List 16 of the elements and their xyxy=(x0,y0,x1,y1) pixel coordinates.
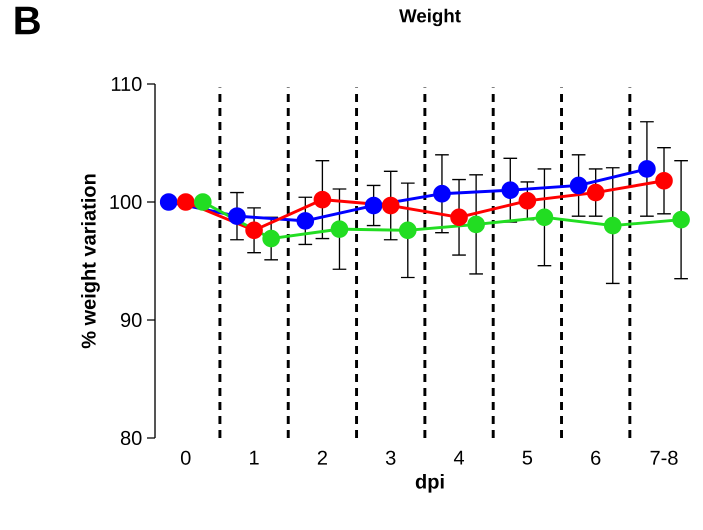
x-tick-label: 0 xyxy=(180,450,191,465)
x-tick-label: 1 xyxy=(250,450,259,464)
x-tick-label: 3 xyxy=(386,450,396,465)
x-tick-label: 2 xyxy=(318,450,327,465)
text: B xyxy=(15,6,40,34)
x-tick-label: 4 xyxy=(454,450,464,464)
x-tick-label: 6 xyxy=(591,450,600,465)
y-axis-title: % weight variation xyxy=(81,174,100,348)
y-tick-label: 80 xyxy=(120,430,142,446)
chart-title: Weight xyxy=(399,8,461,26)
x-tick-label: 5 xyxy=(522,450,532,465)
x-tick-label: 7-8 xyxy=(650,450,678,465)
y-tick-label: 90 xyxy=(120,312,142,328)
y-tick-label: 100 xyxy=(110,194,142,210)
y-tick-label: 110 xyxy=(112,76,142,92)
x-axis-title: dpi xyxy=(416,474,444,493)
